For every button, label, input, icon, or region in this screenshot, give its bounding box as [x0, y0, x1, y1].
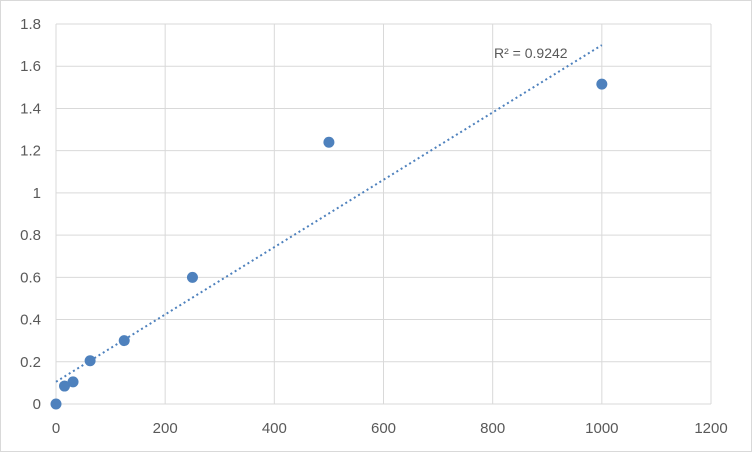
- x-tick-label: 1200: [694, 420, 727, 437]
- data-points: [50, 78, 608, 410]
- x-tick-label: 800: [480, 420, 505, 437]
- r-squared-label: R² = 0.9242: [494, 45, 568, 61]
- y-tick-label: 0.4: [20, 312, 41, 329]
- data-point: [323, 136, 335, 148]
- x-axis-ticks: 0 200 400 600 800 1000 1200: [52, 420, 728, 437]
- x-tick-label: 600: [371, 420, 396, 437]
- y-tick-label: 1.2: [20, 143, 41, 160]
- y-tick-label: 1: [33, 185, 41, 202]
- data-point: [50, 398, 62, 410]
- gridlines: [55, 23, 712, 405]
- data-point: [59, 380, 71, 392]
- data-point: [84, 355, 96, 367]
- y-tick-label: 0.6: [20, 269, 41, 286]
- data-point: [118, 335, 130, 347]
- trendline: [55, 44, 603, 383]
- y-tick-label: 0: [33, 396, 41, 413]
- data-point: [67, 376, 79, 388]
- y-tick-label: 1.8: [20, 16, 41, 33]
- x-tick-label: 400: [262, 420, 287, 437]
- y-tick-label: 1.4: [20, 100, 41, 117]
- y-axis-ticks: 0 0.2 0.4 0.6 0.8 1 1.2 1.4 1.6 1.8: [20, 16, 41, 413]
- x-tick-label: 1000: [585, 420, 618, 437]
- data-point: [596, 78, 608, 90]
- data-point: [186, 271, 198, 283]
- y-tick-label: 1.6: [20, 58, 41, 75]
- y-tick-label: 0.2: [20, 354, 41, 371]
- x-tick-label: 200: [153, 420, 178, 437]
- trendline-path: [55, 44, 603, 383]
- x-tick-label: 0: [52, 420, 60, 437]
- y-tick-label: 0.8: [20, 227, 41, 244]
